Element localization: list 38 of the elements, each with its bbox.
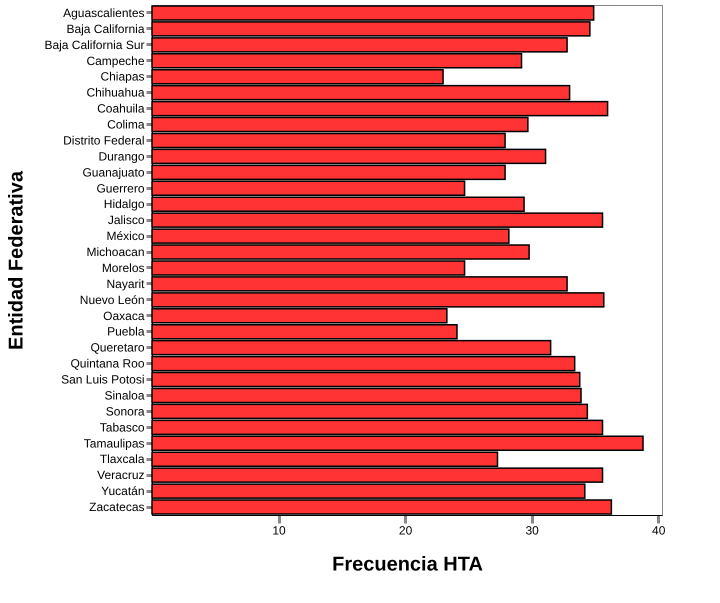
- x-axis-title: Frecuencia HTA: [332, 554, 483, 576]
- y-tick-label: Durango: [98, 149, 145, 164]
- y-tick-label: Chihuahua: [86, 86, 145, 100]
- y-tick-label: Veracruz: [97, 468, 144, 482]
- y-tick-label: Yucatán: [101, 484, 144, 498]
- y-tick-label: Zacatecas: [89, 500, 144, 514]
- y-tick-label: Baja California Sur: [44, 38, 144, 52]
- y-tick-label: Tabasco: [100, 420, 145, 434]
- y-tick-label: Tlaxcala: [100, 452, 145, 466]
- y-tick-label: México: [106, 229, 145, 244]
- x-tick-label: 10: [272, 524, 286, 538]
- y-axis-title: Entidad Federativa: [5, 170, 28, 350]
- y-tick-label: Coahuila: [97, 102, 145, 116]
- y-tick-label: Jalisco: [108, 213, 145, 228]
- x-tick-label: 30: [525, 524, 540, 538]
- y-tick-label: Guerrero: [96, 181, 145, 196]
- y-tick-label: San Luis Potosi: [61, 372, 144, 387]
- y-tick-label: Nuevo León: [80, 292, 144, 307]
- y-tick-label: Distrito Federal: [63, 133, 144, 148]
- y-tick-label: Sonora: [106, 404, 145, 418]
- y-tick-label: Aguascalientes: [63, 6, 144, 20]
- y-tick-label: Colima: [107, 118, 145, 132]
- y-tick-label: Chiapas: [100, 70, 144, 84]
- y-tick-label: Michoacan: [86, 245, 144, 260]
- y-tick-label: Tamaulipas: [84, 436, 144, 450]
- y-tick-label: Hidalgo: [104, 197, 145, 212]
- y-tick-label: Sinaloa: [104, 388, 145, 402]
- y-tick-label: Baja California: [66, 22, 145, 36]
- y-tick-label: Campeche: [86, 54, 145, 68]
- x-tick-label: 40: [652, 524, 666, 538]
- y-tick-label: Puebla: [107, 324, 145, 339]
- y-tick-label: Quintana Roo: [70, 356, 145, 371]
- y-tick-label: Oaxaca: [103, 308, 145, 323]
- y-tick-label: Nayarit: [106, 276, 146, 291]
- y-tick-label: Queretaro: [90, 340, 145, 355]
- x-tick-label: 20: [398, 524, 413, 538]
- y-tick-label: Morelos: [102, 260, 144, 275]
- y-tick-label: Guanajuato: [82, 165, 145, 180]
